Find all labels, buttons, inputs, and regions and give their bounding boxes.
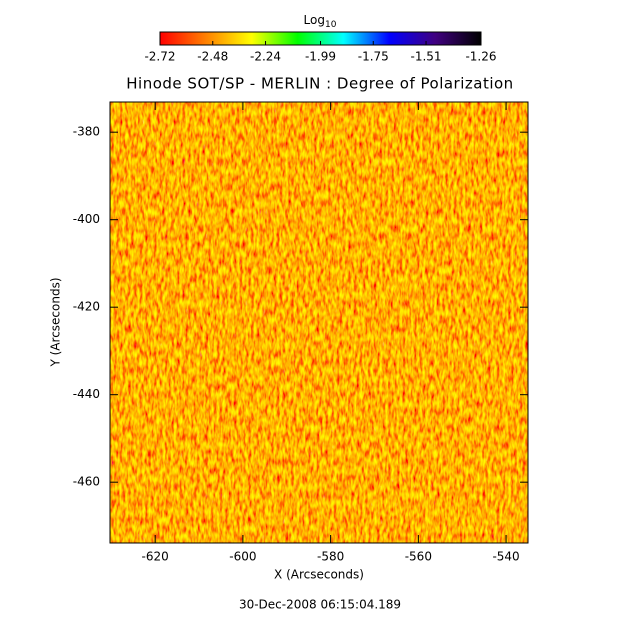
colorbar-tick-label: -1.51 [411, 50, 442, 64]
x-tick-label: -580 [317, 550, 344, 564]
colorbar-tick-label: -2.48 [197, 50, 228, 64]
colorbar-tick-label: -1.75 [358, 50, 389, 64]
plot-frame [109, 101, 529, 544]
x-tick-label: -600 [229, 550, 256, 564]
y-tick-label: -420 [73, 300, 100, 314]
x-axis-label: X (Arcseconds) [274, 568, 364, 582]
colorbar-label: Log10 [304, 13, 337, 30]
colorbar-tick-label: -1.99 [305, 50, 336, 64]
x-tick-label: -560 [405, 550, 432, 564]
y-tick-label: -440 [73, 387, 100, 401]
y-tick-label: -400 [73, 212, 100, 226]
y-axis-label: Y (Arcseconds) [49, 277, 63, 367]
colorbar-label-text: Log [304, 13, 325, 27]
timestamp: 30-Dec-2008 06:15:04.189 [239, 598, 401, 612]
x-tick-label: -540 [492, 550, 519, 564]
x-tick-label: -620 [142, 550, 169, 564]
y-tick-label: -460 [73, 475, 100, 489]
colorbar-tick-label: -2.72 [144, 50, 175, 64]
colorbar-label-subscript: 10 [325, 20, 337, 30]
heatmap-image [110, 102, 528, 543]
chart-title: Hinode SOT/SP - MERLIN : Degree of Polar… [126, 75, 513, 93]
colorbar-tick-label: -2.24 [250, 50, 281, 64]
colorbar-tick-label: -1.26 [465, 50, 496, 64]
y-tick-label: -380 [73, 125, 100, 139]
